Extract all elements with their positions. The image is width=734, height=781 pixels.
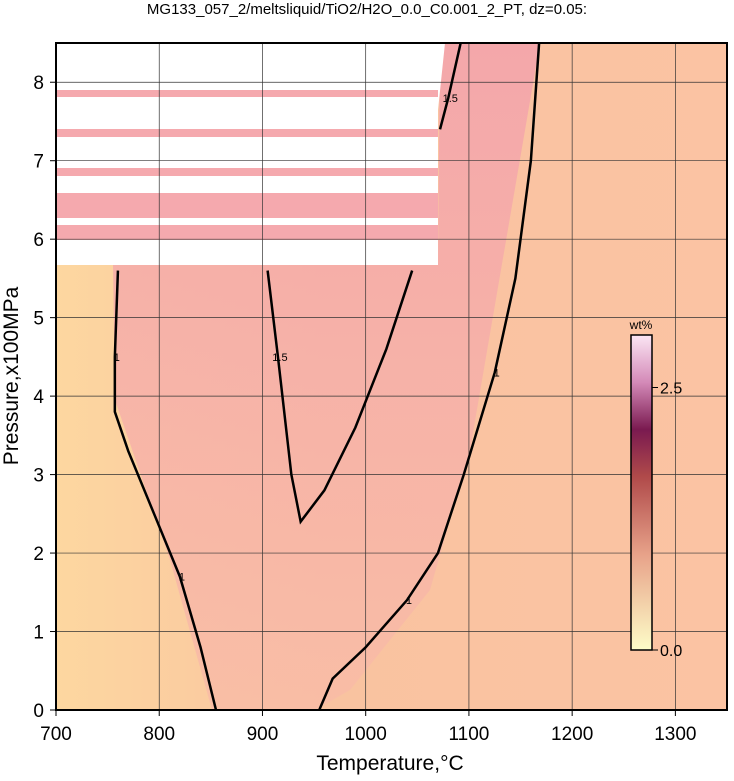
y-tick-label: 3 xyxy=(33,466,44,487)
y-axis-label: Pressure,x100MPa xyxy=(0,286,23,465)
colorbar xyxy=(630,334,653,651)
y-tick-label: 1 xyxy=(33,623,44,644)
x-tick-label: 700 xyxy=(40,724,72,745)
contour-line xyxy=(113,270,218,710)
y-tick-label: 0 xyxy=(33,701,44,722)
plot-area: 1 1 1.5 1 1 1.5 xyxy=(56,43,727,710)
y-tick-label: 6 xyxy=(33,230,44,251)
colorbar-tick-label: 0.0 xyxy=(660,643,682,660)
y-tick-label: 2 xyxy=(33,544,44,565)
y-tick-label: 5 xyxy=(33,309,44,330)
contour-label: 1 xyxy=(494,368,500,380)
contour-line xyxy=(266,270,414,525)
y-tick-label: 7 xyxy=(33,152,44,173)
y-tick-label: 4 xyxy=(33,387,44,408)
contour-label: 1.5 xyxy=(443,93,458,105)
x-tick-label: 1100 xyxy=(448,724,489,745)
data-stripes xyxy=(56,90,438,240)
colorbar-label: wt% xyxy=(629,318,653,332)
contour-line xyxy=(438,43,462,130)
x-tick-label: 800 xyxy=(143,724,175,745)
y-tick-label: 8 xyxy=(33,73,44,94)
chart-title: MG133_057_2/meltsliquid/TiO2/H2O_0.0_C0.… xyxy=(147,1,587,18)
x-tick-label: 900 xyxy=(247,724,279,745)
colorbar-tick-label: 2.5 xyxy=(660,381,682,398)
contour-label: 1 xyxy=(406,595,412,607)
x-axis-label: Temperature,°C xyxy=(316,752,463,775)
plot-frame xyxy=(55,42,728,711)
contour-label: 1.5 xyxy=(272,352,287,364)
contour-label: 1 xyxy=(114,352,120,364)
field-high xyxy=(113,43,540,710)
contour-label: 1 xyxy=(179,572,185,584)
x-tick-label: 1000 xyxy=(345,724,387,745)
x-tick-label: 1300 xyxy=(654,724,696,745)
contour-line xyxy=(318,43,541,710)
x-tick-label: 1200 xyxy=(551,724,593,745)
